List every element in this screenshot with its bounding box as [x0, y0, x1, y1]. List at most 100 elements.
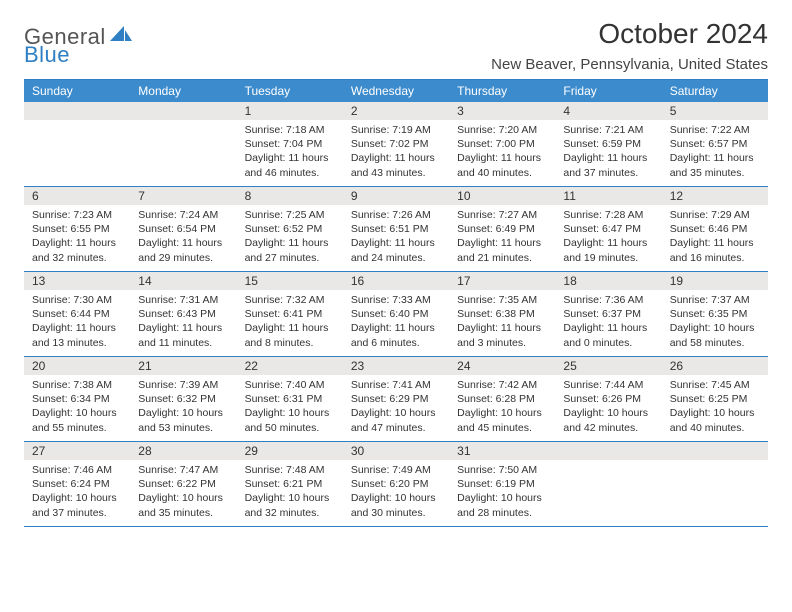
week-row: 6Sunrise: 7:23 AMSunset: 6:55 PMDaylight…: [24, 187, 768, 272]
sunset-text: Sunset: 6:55 PM: [32, 222, 122, 236]
sunset-text: Sunset: 6:51 PM: [351, 222, 441, 236]
day-details: Sunrise: 7:25 AMSunset: 6:52 PMDaylight:…: [237, 205, 343, 269]
weekday-header: Tuesday: [237, 80, 343, 102]
empty-cell: [662, 442, 768, 526]
weekday-header: Saturday: [662, 80, 768, 102]
sunset-text: Sunset: 7:04 PM: [245, 137, 335, 151]
sunrise-text: Sunrise: 7:26 AM: [351, 208, 441, 222]
daylight-text: Daylight: 10 hours and 45 minutes.: [457, 406, 547, 434]
day-number: 21: [130, 357, 236, 375]
day-number: 19: [662, 272, 768, 290]
day-number: 27: [24, 442, 130, 460]
empty-cell: [24, 102, 130, 186]
day-number: 9: [343, 187, 449, 205]
sunrise-text: Sunrise: 7:28 AM: [563, 208, 653, 222]
daylight-text: Daylight: 10 hours and 40 minutes.: [670, 406, 760, 434]
day-cell: 25Sunrise: 7:44 AMSunset: 6:26 PMDayligh…: [555, 357, 661, 441]
sunset-text: Sunset: 6:34 PM: [32, 392, 122, 406]
sunrise-text: Sunrise: 7:22 AM: [670, 123, 760, 137]
daylight-text: Daylight: 11 hours and 24 minutes.: [351, 236, 441, 264]
sunset-text: Sunset: 6:41 PM: [245, 307, 335, 321]
sunrise-text: Sunrise: 7:31 AM: [138, 293, 228, 307]
sunrise-text: Sunrise: 7:37 AM: [670, 293, 760, 307]
day-cell: 10Sunrise: 7:27 AMSunset: 6:49 PMDayligh…: [449, 187, 555, 271]
day-cell: 30Sunrise: 7:49 AMSunset: 6:20 PMDayligh…: [343, 442, 449, 526]
sunset-text: Sunset: 6:54 PM: [138, 222, 228, 236]
sunset-text: Sunset: 6:31 PM: [245, 392, 335, 406]
day-cell: 18Sunrise: 7:36 AMSunset: 6:37 PMDayligh…: [555, 272, 661, 356]
day-cell: 6Sunrise: 7:23 AMSunset: 6:55 PMDaylight…: [24, 187, 130, 271]
sunrise-text: Sunrise: 7:19 AM: [351, 123, 441, 137]
day-number: 10: [449, 187, 555, 205]
day-details: Sunrise: 7:45 AMSunset: 6:25 PMDaylight:…: [662, 375, 768, 439]
daylight-text: Daylight: 11 hours and 43 minutes.: [351, 151, 441, 179]
sunset-text: Sunset: 6:35 PM: [670, 307, 760, 321]
day-number: 30: [343, 442, 449, 460]
sunrise-text: Sunrise: 7:20 AM: [457, 123, 547, 137]
day-cell: 8Sunrise: 7:25 AMSunset: 6:52 PMDaylight…: [237, 187, 343, 271]
sunrise-text: Sunrise: 7:30 AM: [32, 293, 122, 307]
sunrise-text: Sunrise: 7:46 AM: [32, 463, 122, 477]
sunset-text: Sunset: 6:24 PM: [32, 477, 122, 491]
day-cell: 26Sunrise: 7:45 AMSunset: 6:25 PMDayligh…: [662, 357, 768, 441]
day-details: Sunrise: 7:28 AMSunset: 6:47 PMDaylight:…: [555, 205, 661, 269]
day-cell: 17Sunrise: 7:35 AMSunset: 6:38 PMDayligh…: [449, 272, 555, 356]
daylight-text: Daylight: 11 hours and 19 minutes.: [563, 236, 653, 264]
sunrise-text: Sunrise: 7:18 AM: [245, 123, 335, 137]
day-details: [130, 120, 236, 180]
day-details: Sunrise: 7:48 AMSunset: 6:21 PMDaylight:…: [237, 460, 343, 524]
calendar-grid: SundayMondayTuesdayWednesdayThursdayFrid…: [24, 79, 768, 527]
sunset-text: Sunset: 6:44 PM: [32, 307, 122, 321]
sunset-text: Sunset: 6:20 PM: [351, 477, 441, 491]
day-cell: 14Sunrise: 7:31 AMSunset: 6:43 PMDayligh…: [130, 272, 236, 356]
weekday-header: Sunday: [24, 80, 130, 102]
daylight-text: Daylight: 10 hours and 28 minutes.: [457, 491, 547, 519]
sunrise-text: Sunrise: 7:27 AM: [457, 208, 547, 222]
daylight-text: Daylight: 11 hours and 37 minutes.: [563, 151, 653, 179]
logo-text-blue: Blue: [24, 42, 70, 67]
day-cell: 3Sunrise: 7:20 AMSunset: 7:00 PMDaylight…: [449, 102, 555, 186]
day-details: Sunrise: 7:23 AMSunset: 6:55 PMDaylight:…: [24, 205, 130, 269]
daylight-text: Daylight: 10 hours and 55 minutes.: [32, 406, 122, 434]
day-details: Sunrise: 7:49 AMSunset: 6:20 PMDaylight:…: [343, 460, 449, 524]
day-number: 1: [237, 102, 343, 120]
day-number: 31: [449, 442, 555, 460]
day-cell: 1Sunrise: 7:18 AMSunset: 7:04 PMDaylight…: [237, 102, 343, 186]
day-details: Sunrise: 7:36 AMSunset: 6:37 PMDaylight:…: [555, 290, 661, 354]
day-details: [24, 120, 130, 180]
day-number: 7: [130, 187, 236, 205]
sunrise-text: Sunrise: 7:21 AM: [563, 123, 653, 137]
daylight-text: Daylight: 11 hours and 13 minutes.: [32, 321, 122, 349]
sunset-text: Sunset: 6:47 PM: [563, 222, 653, 236]
sunrise-text: Sunrise: 7:38 AM: [32, 378, 122, 392]
sunrise-text: Sunrise: 7:44 AM: [563, 378, 653, 392]
day-cell: 19Sunrise: 7:37 AMSunset: 6:35 PMDayligh…: [662, 272, 768, 356]
sunset-text: Sunset: 6:22 PM: [138, 477, 228, 491]
sunrise-text: Sunrise: 7:36 AM: [563, 293, 653, 307]
day-cell: 7Sunrise: 7:24 AMSunset: 6:54 PMDaylight…: [130, 187, 236, 271]
daylight-text: Daylight: 10 hours and 42 minutes.: [563, 406, 653, 434]
day-cell: 21Sunrise: 7:39 AMSunset: 6:32 PMDayligh…: [130, 357, 236, 441]
sunrise-text: Sunrise: 7:39 AM: [138, 378, 228, 392]
day-details: Sunrise: 7:39 AMSunset: 6:32 PMDaylight:…: [130, 375, 236, 439]
sail-icon: [110, 26, 132, 49]
daylight-text: Daylight: 11 hours and 6 minutes.: [351, 321, 441, 349]
day-cell: 20Sunrise: 7:38 AMSunset: 6:34 PMDayligh…: [24, 357, 130, 441]
empty-cell: [130, 102, 236, 186]
day-cell: 12Sunrise: 7:29 AMSunset: 6:46 PMDayligh…: [662, 187, 768, 271]
sunrise-text: Sunrise: 7:29 AM: [670, 208, 760, 222]
day-details: Sunrise: 7:35 AMSunset: 6:38 PMDaylight:…: [449, 290, 555, 354]
sunrise-text: Sunrise: 7:33 AM: [351, 293, 441, 307]
sunset-text: Sunset: 7:00 PM: [457, 137, 547, 151]
sunset-text: Sunset: 6:43 PM: [138, 307, 228, 321]
day-number: 16: [343, 272, 449, 290]
day-number: 18: [555, 272, 661, 290]
sunset-text: Sunset: 6:29 PM: [351, 392, 441, 406]
daylight-text: Daylight: 11 hours and 27 minutes.: [245, 236, 335, 264]
sunset-text: Sunset: 6:25 PM: [670, 392, 760, 406]
day-details: Sunrise: 7:38 AMSunset: 6:34 PMDaylight:…: [24, 375, 130, 439]
day-number: [662, 442, 768, 460]
day-number: 4: [555, 102, 661, 120]
weekday-header: Monday: [130, 80, 236, 102]
daylight-text: Daylight: 10 hours and 37 minutes.: [32, 491, 122, 519]
